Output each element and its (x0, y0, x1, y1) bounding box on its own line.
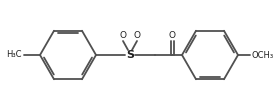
Text: OCH₃: OCH₃ (251, 51, 273, 59)
Text: S: S (126, 50, 134, 60)
Text: O: O (120, 31, 127, 40)
Text: H₃C: H₃C (6, 51, 22, 59)
Text: O: O (169, 32, 176, 41)
Text: O: O (134, 31, 141, 40)
